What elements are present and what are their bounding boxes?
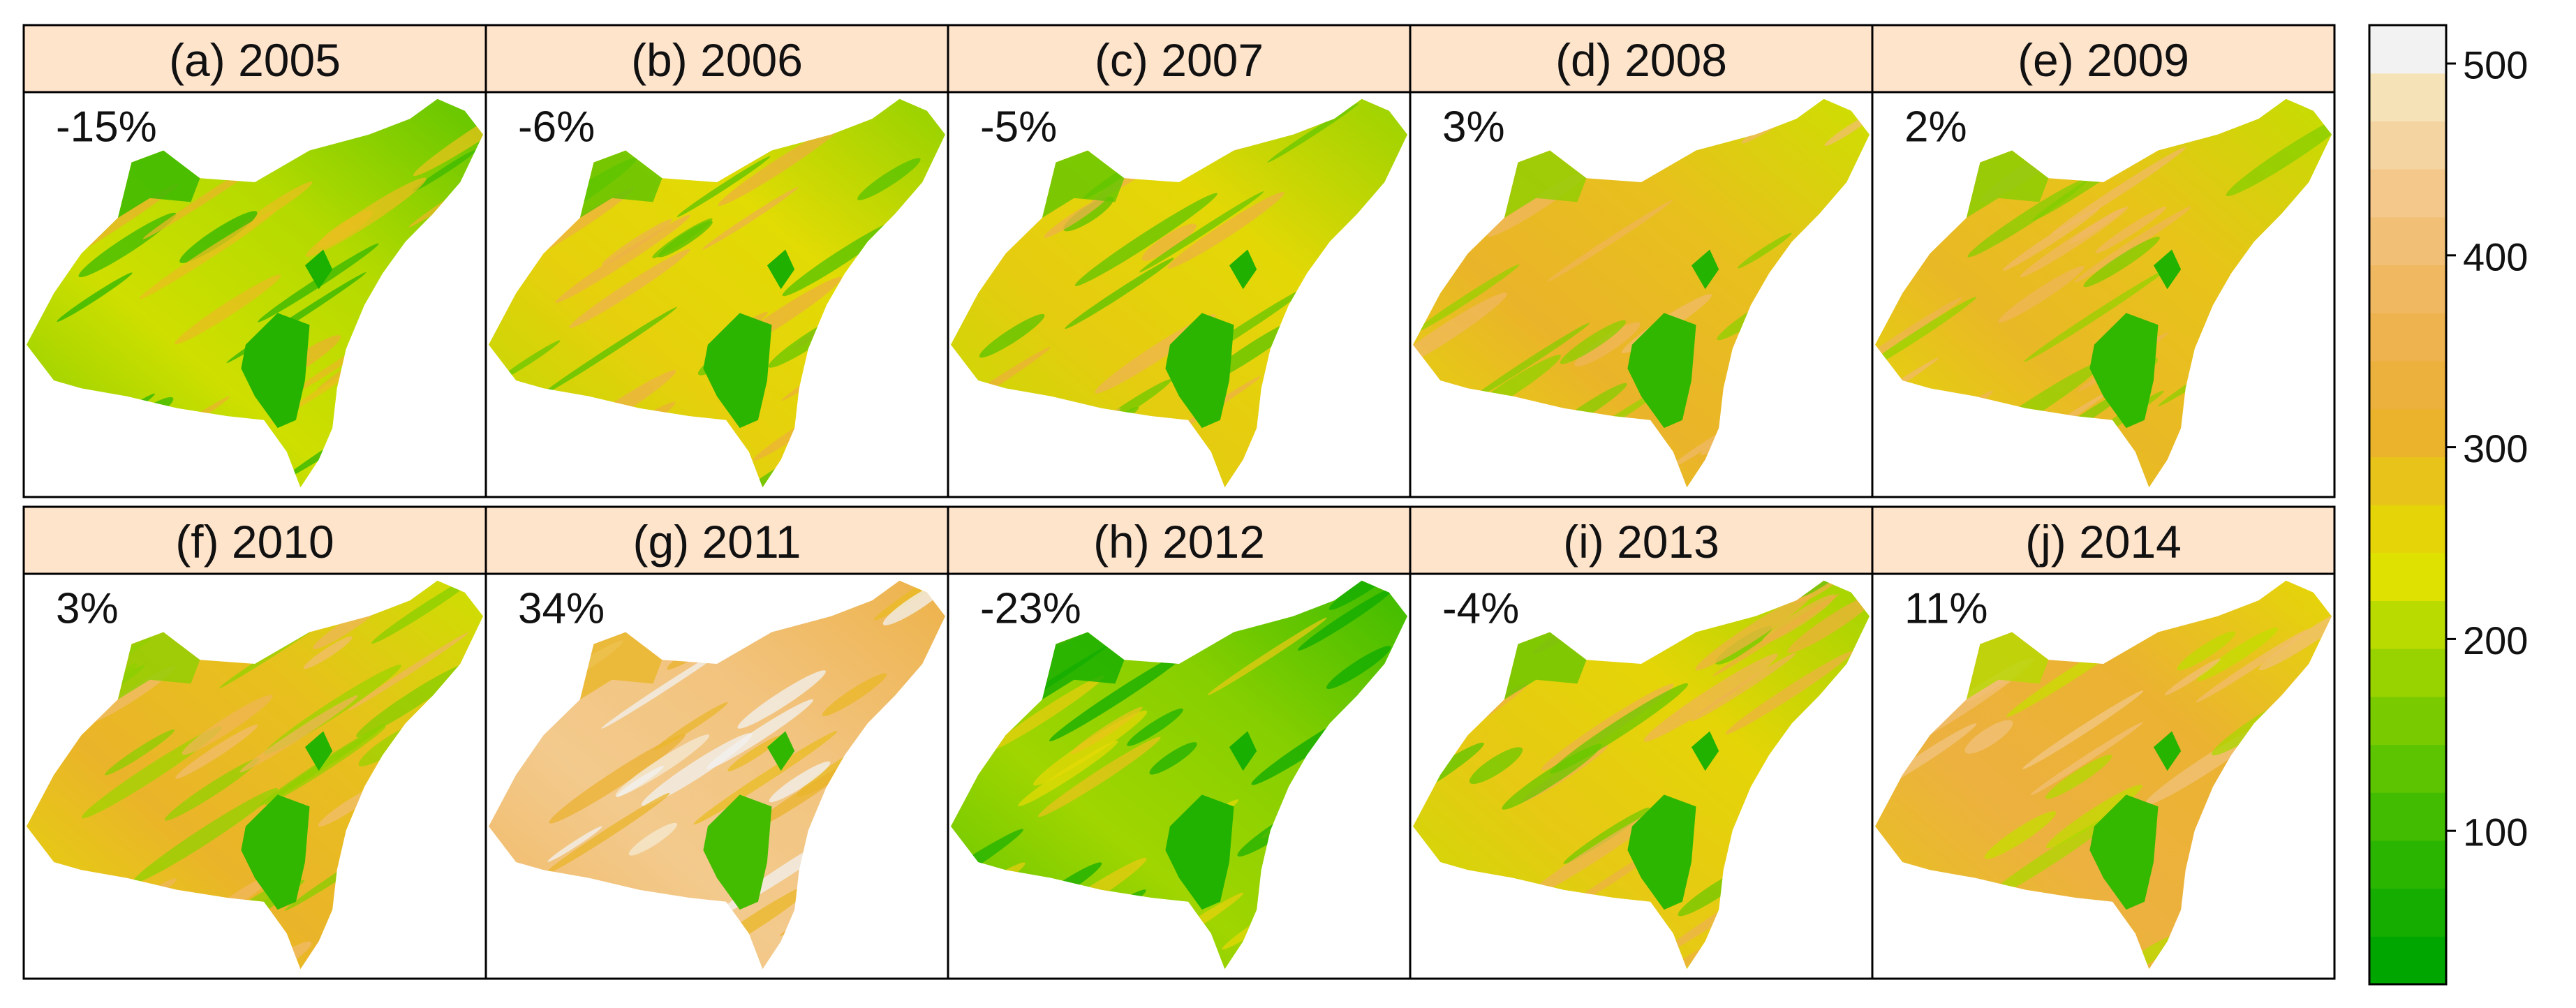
panel-title: (c) 2007 xyxy=(1095,34,1264,86)
colorbar-tick-label: 300 xyxy=(2463,427,2528,470)
panel-title: (h) 2012 xyxy=(1093,516,1265,568)
colorbar-segment xyxy=(2369,121,2446,170)
change-percent-label: 11% xyxy=(1904,585,1988,633)
map-panel-2: (b) 2006 -6% xyxy=(484,24,949,498)
map-panel-7: (g) 2011 34% xyxy=(484,505,949,980)
change-percent-label: -6% xyxy=(518,103,595,151)
colorbar-segment xyxy=(2369,25,2446,74)
colorbar-segment xyxy=(2369,169,2446,218)
colorbar-segment xyxy=(2369,936,2446,985)
change-percent-label: -23% xyxy=(980,585,1081,633)
colorbar-tick-label: 500 xyxy=(2463,43,2528,87)
change-percent-label: 2% xyxy=(1904,103,1967,151)
map-panel-10: (j) 2014 11% xyxy=(1871,505,2336,980)
lake-area-small xyxy=(2153,249,2182,290)
lake-area-small xyxy=(767,249,795,290)
panel-grid: (a) 2005-15% (b) 2006 -6% (c) 2007 -5% (d) 20… xyxy=(22,24,2336,980)
lake-area xyxy=(1627,313,1696,429)
colorbar-segment xyxy=(2369,457,2446,505)
colorbar-tick-label: 100 xyxy=(2463,810,2528,854)
map-panel-6: (f) 2010 3% xyxy=(22,505,487,980)
panel-title: (i) 2013 xyxy=(1563,516,1719,568)
colorbar: 100 200 300 400 500 xyxy=(2368,24,2528,986)
lake-area-small xyxy=(767,731,795,771)
colorbar-segment xyxy=(2369,73,2446,121)
lake-area-small xyxy=(1229,249,1257,290)
colorbar-segment xyxy=(2369,505,2446,554)
panel-title: (f) 2010 xyxy=(175,516,334,568)
map-panel-8: (h) 2012-23% xyxy=(947,505,1412,980)
panel-title: (b) 2006 xyxy=(631,34,803,86)
panel-title-strip xyxy=(22,505,487,575)
colorbar-segment xyxy=(2369,840,2446,889)
map-panel-1: (a) 2005-15% xyxy=(22,24,487,498)
map-panel-3: (c) 2007 -5% xyxy=(947,24,1412,498)
change-percent-label: -4% xyxy=(1442,585,1519,633)
colorbar-segment xyxy=(2369,744,2446,793)
lake-area xyxy=(2089,794,2159,910)
change-percent-label: 3% xyxy=(56,585,119,633)
colorbar-segment xyxy=(2369,360,2446,410)
panel-title-strip xyxy=(1871,505,2336,575)
panel-title: (g) 2011 xyxy=(633,516,801,568)
change-percent-label: 3% xyxy=(1442,103,1505,151)
lake-area-small xyxy=(1691,249,1719,290)
colorbar-segment xyxy=(2369,216,2446,266)
colorbar-segment xyxy=(2369,313,2446,362)
lake-area xyxy=(703,794,772,910)
panel-title: (j) 2014 xyxy=(2025,516,2182,568)
colorbar-segment xyxy=(2369,888,2446,937)
map-panel-4: (d) 2008 3% xyxy=(1409,24,1874,498)
lake-area-small xyxy=(304,731,333,771)
panel-title: (a) 2005 xyxy=(169,34,341,86)
panel-title: (d) 2008 xyxy=(1555,34,1727,86)
colorbar-tick-label: 400 xyxy=(2463,235,2528,279)
change-percent-label: -5% xyxy=(980,103,1057,151)
lake-area-small xyxy=(2153,731,2182,771)
lake-area xyxy=(241,794,310,910)
colorbar-segment xyxy=(2369,408,2446,457)
lake-area xyxy=(703,313,772,429)
lake-area xyxy=(1165,794,1234,910)
lake-area xyxy=(1165,313,1234,429)
panel-title-strip xyxy=(947,24,1412,94)
map-panel-9: (i) 2013 -4% xyxy=(1409,505,1874,980)
colorbar-segment xyxy=(2369,648,2446,697)
map-panel-5: (e) 2009 2% xyxy=(1871,24,2336,498)
change-percent-label: 34% xyxy=(518,585,605,633)
colorbar-frame xyxy=(2368,24,2448,986)
colorbar-tick-label: 200 xyxy=(2463,618,2528,662)
change-percent-label: -15% xyxy=(56,103,157,151)
lake-area xyxy=(2089,313,2159,429)
lake-area-small xyxy=(1229,731,1257,771)
lake-area-small xyxy=(1691,731,1719,771)
lake-area-small xyxy=(304,249,333,290)
colorbar-segment xyxy=(2369,792,2446,841)
colorbar-segment xyxy=(2369,552,2446,601)
lake-area xyxy=(241,313,310,429)
panel-title: (e) 2009 xyxy=(2018,34,2189,86)
colorbar-segment xyxy=(2369,265,2446,313)
colorbar-segment xyxy=(2369,600,2446,649)
lake-area xyxy=(1627,794,1696,910)
panel-title-strip xyxy=(22,24,487,94)
colorbar-segment xyxy=(2369,696,2446,746)
